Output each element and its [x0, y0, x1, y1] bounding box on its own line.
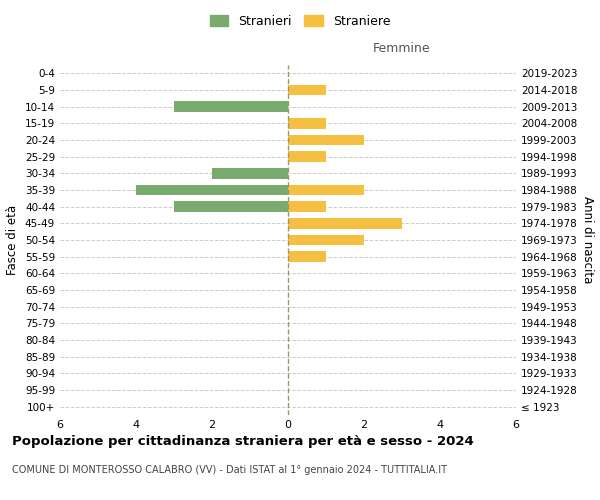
Bar — [288, 151, 326, 162]
Text: Femmine: Femmine — [373, 42, 431, 54]
Bar — [288, 184, 364, 196]
Bar — [174, 101, 288, 112]
Text: Popolazione per cittadinanza straniera per età e sesso - 2024: Popolazione per cittadinanza straniera p… — [12, 435, 474, 448]
Bar — [174, 201, 288, 212]
Legend: Stranieri, Straniere: Stranieri, Straniere — [206, 11, 394, 32]
Bar — [288, 118, 326, 128]
Bar — [288, 134, 364, 145]
Bar — [288, 251, 326, 262]
Bar — [212, 168, 288, 179]
Y-axis label: Anni di nascita: Anni di nascita — [581, 196, 594, 284]
Bar — [288, 201, 326, 212]
Text: COMUNE DI MONTEROSSO CALABRO (VV) - Dati ISTAT al 1° gennaio 2024 - TUTTITALIA.I: COMUNE DI MONTEROSSO CALABRO (VV) - Dati… — [12, 465, 447, 475]
Y-axis label: Fasce di età: Fasce di età — [7, 205, 19, 275]
Bar — [288, 218, 402, 229]
Bar — [288, 84, 326, 96]
Bar — [136, 184, 288, 196]
Bar — [288, 234, 364, 246]
